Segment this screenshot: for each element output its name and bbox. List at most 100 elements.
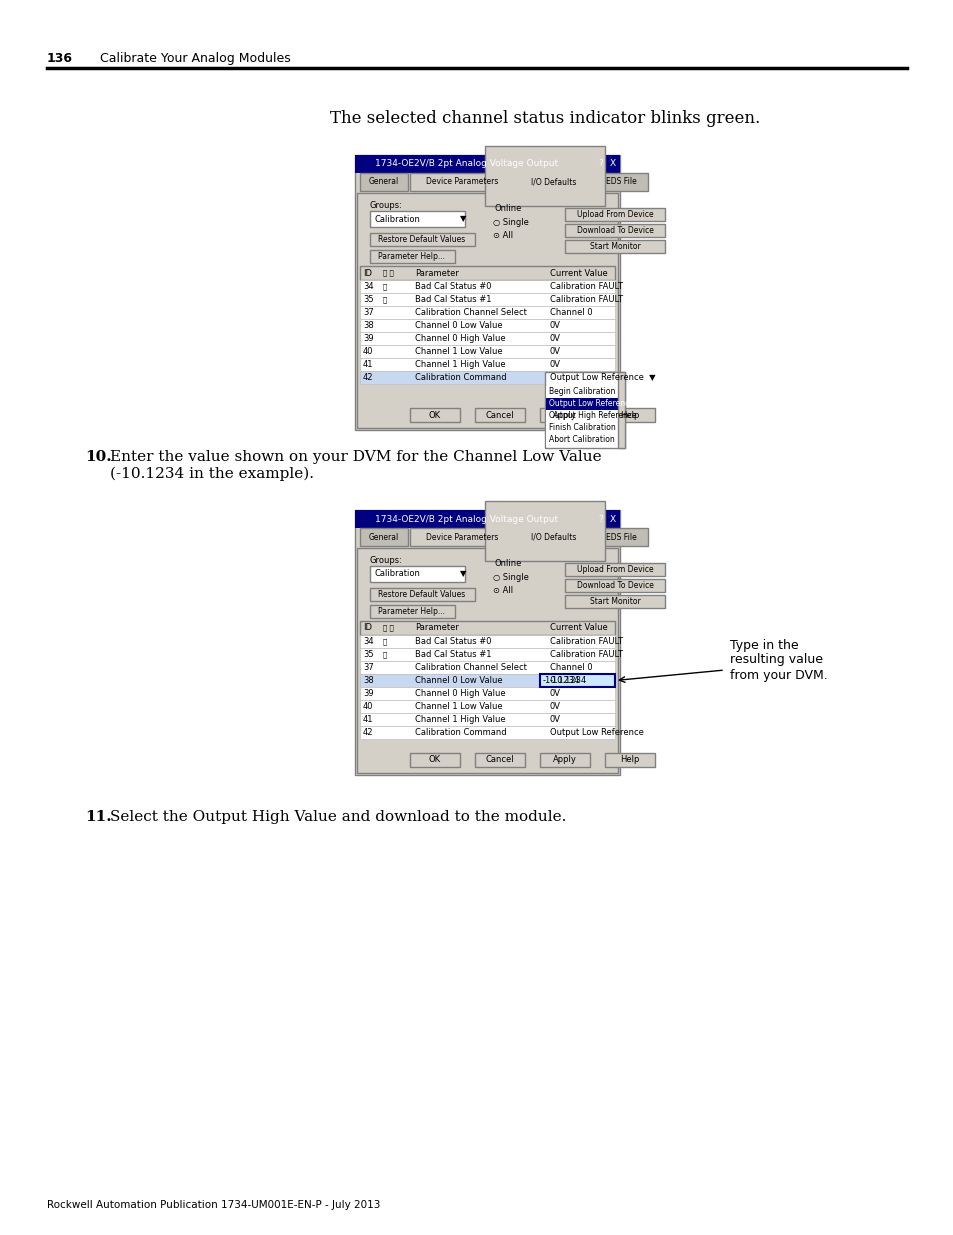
Text: OK: OK bbox=[429, 410, 440, 420]
Text: OK: OK bbox=[429, 756, 440, 764]
Bar bbox=[539, 753, 589, 767]
Text: Help: Help bbox=[619, 410, 639, 420]
Text: X: X bbox=[609, 515, 616, 524]
Text: Begin Calibration: Begin Calibration bbox=[548, 388, 615, 396]
Text: Bad Cal Status #1: Bad Cal Status #1 bbox=[415, 650, 491, 659]
Text: Parameter: Parameter bbox=[415, 624, 458, 632]
Bar bbox=[475, 408, 524, 422]
Bar bbox=[370, 605, 455, 618]
Bar bbox=[359, 648, 615, 661]
Text: Abort Calibration: Abort Calibration bbox=[548, 436, 614, 445]
Bar bbox=[359, 173, 408, 191]
Bar bbox=[545, 387, 623, 398]
Text: ID: ID bbox=[363, 268, 372, 278]
Text: Channel 0 Low Value: Channel 0 Low Value bbox=[415, 321, 502, 330]
Text: 34: 34 bbox=[363, 282, 374, 291]
Text: Type in the
resulting value
from your DVM.: Type in the resulting value from your DV… bbox=[729, 638, 827, 682]
Bar bbox=[516, 173, 592, 191]
Text: Online: Online bbox=[495, 559, 522, 568]
Text: Apply: Apply bbox=[553, 756, 577, 764]
Bar bbox=[359, 370, 615, 384]
Bar bbox=[370, 249, 455, 263]
Text: 🔒: 🔒 bbox=[382, 296, 387, 303]
Bar bbox=[516, 529, 592, 546]
Text: -10.1234: -10.1234 bbox=[542, 676, 579, 685]
Text: Calibration Command: Calibration Command bbox=[415, 727, 506, 737]
Text: ?: ? bbox=[598, 159, 602, 168]
Bar bbox=[564, 579, 664, 592]
Text: 0V: 0V bbox=[550, 715, 560, 724]
Text: Channel 0: Channel 0 bbox=[550, 308, 592, 317]
Text: 41: 41 bbox=[363, 715, 374, 724]
Text: ⊙ All: ⊙ All bbox=[493, 585, 513, 595]
Text: 🔒: 🔒 bbox=[382, 651, 387, 658]
Text: Device Parameters: Device Parameters bbox=[426, 178, 497, 186]
Text: 42: 42 bbox=[363, 727, 374, 737]
Text: Device Parameters: Device Parameters bbox=[426, 532, 497, 541]
Text: ID: ID bbox=[363, 624, 372, 632]
Text: -10.1234: -10.1234 bbox=[550, 676, 587, 685]
Text: General: General bbox=[369, 178, 399, 186]
Text: Calibration: Calibration bbox=[375, 215, 420, 224]
Text: 37: 37 bbox=[363, 308, 374, 317]
Text: Upload From Device: Upload From Device bbox=[576, 210, 653, 219]
Bar bbox=[356, 548, 618, 773]
Text: Calibration Command: Calibration Command bbox=[415, 373, 506, 382]
Bar bbox=[359, 621, 615, 635]
Text: Select the Output High Value and download to the module.: Select the Output High Value and downloa… bbox=[110, 810, 566, 824]
Bar bbox=[604, 753, 655, 767]
Bar bbox=[545, 422, 623, 433]
Bar bbox=[370, 566, 464, 582]
Text: Channel 1 High Value: Channel 1 High Value bbox=[415, 715, 505, 724]
Text: EDS File: EDS File bbox=[605, 532, 636, 541]
Text: Start Monitor: Start Monitor bbox=[589, 597, 639, 606]
Bar bbox=[564, 563, 664, 576]
Text: 38: 38 bbox=[363, 321, 374, 330]
Bar bbox=[359, 345, 615, 358]
Text: Restore Default Values: Restore Default Values bbox=[378, 590, 465, 599]
Text: Calibration FAULT: Calibration FAULT bbox=[550, 295, 622, 304]
Text: 35: 35 bbox=[363, 295, 374, 304]
Text: Calibration FAULT: Calibration FAULT bbox=[550, 637, 622, 646]
Text: Channel 0 Low Value: Channel 0 Low Value bbox=[415, 676, 502, 685]
Bar bbox=[359, 306, 615, 319]
Text: 39: 39 bbox=[363, 333, 374, 343]
Bar bbox=[545, 410, 623, 422]
Bar bbox=[594, 173, 647, 191]
Text: 10.: 10. bbox=[85, 450, 112, 464]
Text: 🔒: 🔒 bbox=[382, 638, 387, 645]
Bar bbox=[359, 529, 408, 546]
Bar bbox=[370, 211, 464, 227]
Text: 41: 41 bbox=[363, 359, 374, 369]
Text: Rockwell Automation Publication 1734-UM001E-EN-P - July 2013: Rockwell Automation Publication 1734-UM0… bbox=[47, 1200, 380, 1210]
Text: 0V: 0V bbox=[550, 701, 560, 711]
Text: 34: 34 bbox=[363, 637, 374, 646]
Text: Parameter: Parameter bbox=[415, 268, 458, 278]
Bar bbox=[604, 408, 655, 422]
Bar bbox=[564, 224, 664, 237]
Text: 42: 42 bbox=[363, 373, 374, 382]
Bar bbox=[475, 753, 524, 767]
Bar bbox=[545, 433, 623, 446]
Text: 1734-OE2V/B 2pt Analog Voltage Output: 1734-OE2V/B 2pt Analog Voltage Output bbox=[375, 159, 558, 168]
Bar bbox=[359, 358, 615, 370]
Bar bbox=[564, 240, 664, 253]
Text: I/O Defaults: I/O Defaults bbox=[531, 178, 576, 186]
Bar bbox=[359, 293, 615, 306]
Bar bbox=[484, 501, 604, 561]
Text: Calibration Channel Select: Calibration Channel Select bbox=[415, 663, 526, 672]
Text: 0V: 0V bbox=[550, 333, 560, 343]
Bar bbox=[370, 588, 475, 601]
Bar bbox=[410, 173, 514, 191]
Text: EDS File: EDS File bbox=[605, 178, 636, 186]
Text: ?: ? bbox=[598, 515, 602, 524]
Text: Cancel: Cancel bbox=[485, 410, 514, 420]
Bar bbox=[359, 635, 615, 648]
Bar bbox=[545, 398, 623, 410]
Text: Channel 0 High Value: Channel 0 High Value bbox=[415, 333, 505, 343]
Bar bbox=[355, 156, 619, 430]
Text: 11.: 11. bbox=[85, 810, 112, 824]
Bar bbox=[594, 529, 647, 546]
Text: ▼: ▼ bbox=[459, 215, 466, 224]
Text: Parameter Help...: Parameter Help... bbox=[378, 606, 445, 616]
